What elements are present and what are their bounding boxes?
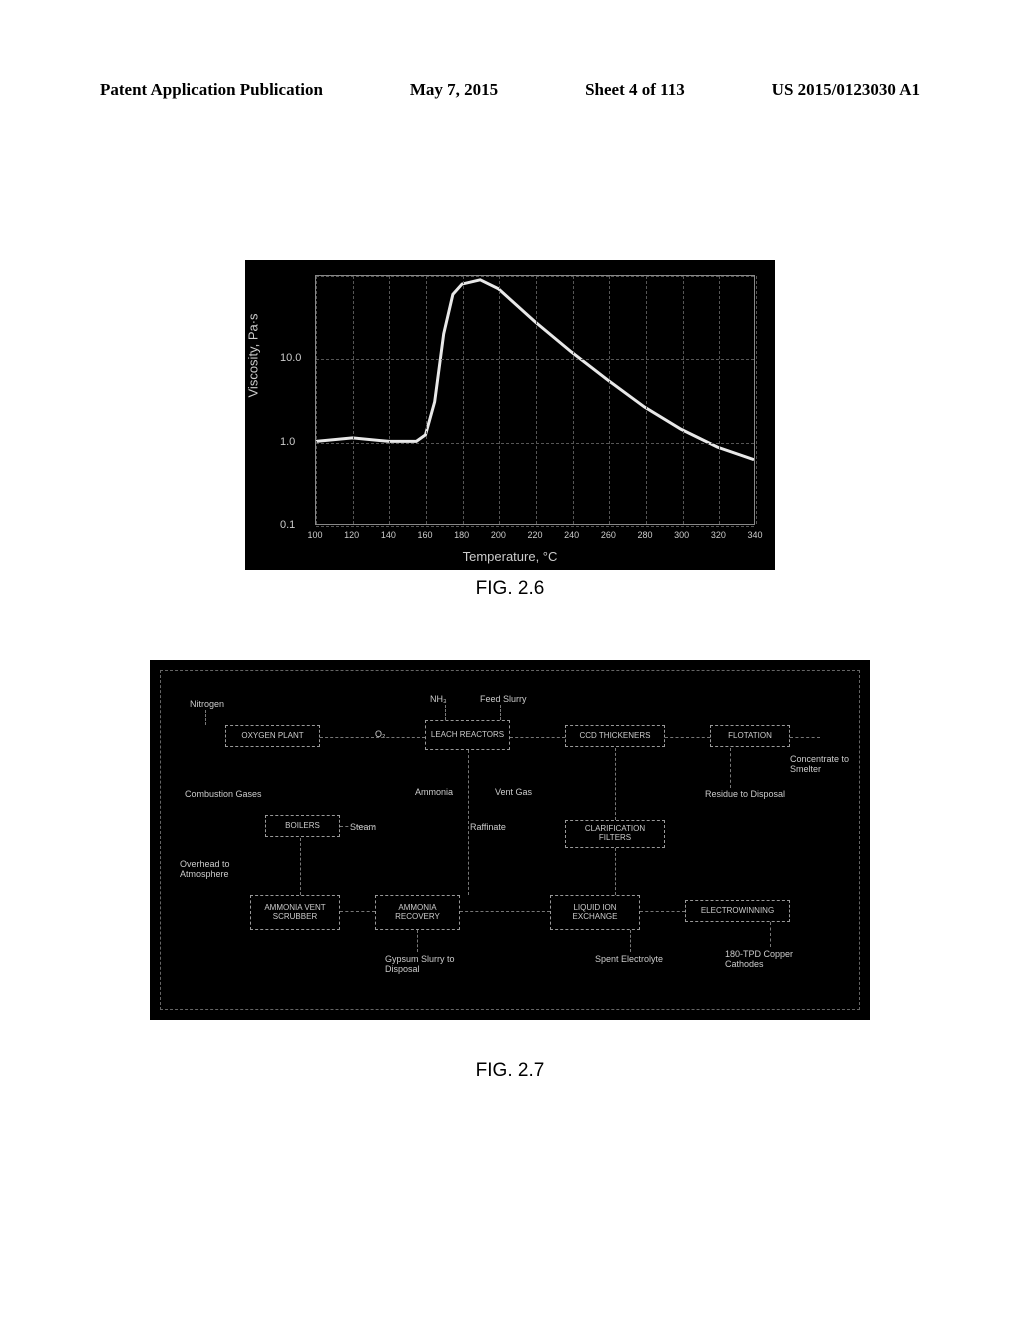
node-ccd: CCD THICKENERS — [565, 725, 665, 747]
plot-area — [315, 275, 755, 525]
flow-label-5: Residue to Disposal — [705, 790, 785, 800]
grid-h — [316, 443, 754, 444]
x-tick: 300 — [674, 530, 689, 540]
grid-v — [536, 276, 537, 524]
x-tick: 120 — [344, 530, 359, 540]
connector-v-4 — [615, 748, 616, 820]
connector-h-6 — [640, 911, 685, 912]
node-oxygen: OXYGEN PLANT — [225, 725, 320, 747]
grid-h — [316, 276, 754, 277]
x-tick: 240 — [564, 530, 579, 540]
x-tick: 280 — [637, 530, 652, 540]
node-leach: LEACH REACTORS — [425, 720, 510, 750]
grid-v — [463, 276, 464, 524]
connector-v-8 — [417, 930, 418, 952]
x-tick: 200 — [491, 530, 506, 540]
x-tick: 160 — [417, 530, 432, 540]
node-clarif: CLARIFICATION FILTERS — [565, 820, 665, 848]
grid-v — [353, 276, 354, 524]
connector-h-2 — [665, 737, 710, 738]
publication-number: US 2015/0123030 A1 — [772, 80, 920, 100]
node-avs: AMMONIA VENT SCRUBBER — [250, 895, 340, 930]
y-axis-label: Viscosity, Pa·s — [246, 313, 261, 397]
y-tick: 1.0 — [280, 436, 295, 448]
grid-v — [646, 276, 647, 524]
flow-label-14: 180-TPD Copper Cathodes — [725, 950, 825, 970]
grid-h — [316, 359, 754, 360]
figure-2-7-caption: FIG. 2.7 — [0, 1060, 1020, 1082]
connector-v-7 — [300, 838, 301, 895]
grid-h — [316, 526, 754, 527]
x-tick: 320 — [711, 530, 726, 540]
x-tick: 220 — [527, 530, 542, 540]
connector-v-0 — [205, 710, 206, 725]
connector-h-5 — [460, 911, 550, 912]
node-arec: AMMONIA RECOVERY — [375, 895, 460, 930]
grid-v — [499, 276, 500, 524]
grid-v — [316, 276, 317, 524]
x-axis-label: Temperature, °C — [245, 549, 775, 564]
x-tick: 260 — [601, 530, 616, 540]
connector-h-1 — [510, 737, 565, 738]
flow-label-2: Feed Slurry — [480, 695, 527, 705]
x-tick: 100 — [307, 530, 322, 540]
y-tick: 10.0 — [280, 352, 301, 364]
publication-label: Patent Application Publication — [100, 80, 323, 100]
connector-v-5 — [730, 748, 731, 788]
connector-v-6 — [615, 848, 616, 895]
flow-label-6: Combustion Gases — [185, 790, 262, 800]
grid-v — [756, 276, 757, 524]
x-tick: 140 — [381, 530, 396, 540]
page-header: Patent Application Publication May 7, 20… — [0, 80, 1020, 100]
connector-h-7 — [340, 911, 375, 912]
flow-label-11: Overhead to Atmosphere — [180, 860, 280, 880]
flow-label-3: O₂ — [375, 730, 386, 740]
node-flot: FLOTATION — [710, 725, 790, 747]
flow-label-4: Concentrate to Smelter — [790, 755, 870, 775]
connector-v-1 — [445, 705, 446, 720]
connector-h-4 — [340, 826, 375, 827]
grid-v — [426, 276, 427, 524]
grid-v — [719, 276, 720, 524]
flow-label-13: Spent Electrolyte — [595, 955, 663, 965]
flow-label-7: Steam — [350, 823, 376, 833]
sheet-number: Sheet 4 of 113 — [585, 80, 685, 100]
x-tick: 340 — [747, 530, 762, 540]
grid-v — [573, 276, 574, 524]
figure-2-6-caption: FIG. 2.6 — [0, 578, 1020, 600]
grid-v — [609, 276, 610, 524]
grid-v — [683, 276, 684, 524]
connector-h-3 — [790, 737, 820, 738]
grid-v — [389, 276, 390, 524]
y-tick: 0.1 — [280, 519, 295, 531]
figure-2-7-flowchart: OXYGEN PLANT LEACH REACTORS CCD THICKENERS… — [150, 660, 870, 1020]
flow-label-8: Ammonia — [415, 788, 453, 798]
connector-v-10 — [770, 922, 771, 947]
flow-label-0: Nitrogen — [190, 700, 224, 710]
connector-v-3 — [468, 750, 469, 895]
connector-v-9 — [630, 930, 631, 952]
connector-h-0 — [320, 737, 425, 738]
flow-label-12: Gypsum Slurry to Disposal — [385, 955, 485, 975]
node-boilers: BOILERS — [265, 815, 340, 837]
flow-label-1: NH₃ — [430, 695, 447, 705]
flow-label-9: Vent Gas — [495, 788, 532, 798]
connector-v-2 — [500, 705, 501, 720]
node-lx: LIQUID ION EXCHANGE — [550, 895, 640, 930]
flow-label-10: Raffinate — [470, 823, 506, 833]
publication-date: May 7, 2015 — [410, 80, 498, 100]
x-tick: 180 — [454, 530, 469, 540]
figure-2-6-chart: Viscosity, Pa·s Temperature, °C 100 120 14… — [245, 260, 775, 570]
node-ew: ELECTROWINNING — [685, 900, 790, 922]
viscosity-curve — [316, 276, 754, 524]
